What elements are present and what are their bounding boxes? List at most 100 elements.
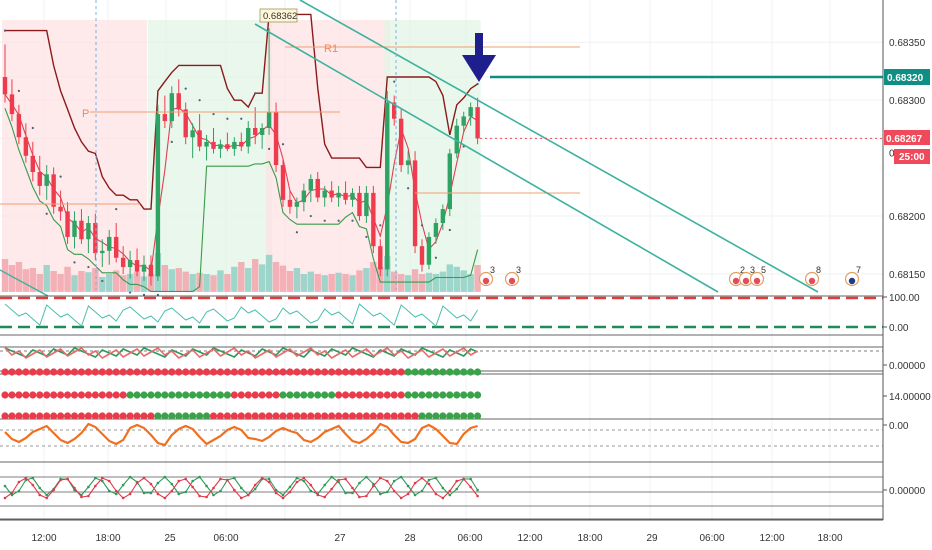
time-tick-label: 18:00	[817, 533, 842, 544]
time-tick-label: 25	[164, 533, 176, 544]
signal-dot	[168, 368, 176, 376]
signal-dot	[133, 412, 141, 420]
countdown-timer-badge: 25:00	[894, 149, 930, 164]
volume-bar	[22, 269, 30, 292]
signal-dot	[341, 412, 350, 420]
signal-dot	[258, 368, 266, 376]
candle	[280, 143, 286, 207]
signal-dot	[112, 391, 120, 399]
candle	[447, 148, 452, 232]
signal-dot	[202, 412, 211, 420]
candle	[246, 121, 251, 154]
candle	[378, 224, 383, 277]
signal-dot	[369, 368, 377, 376]
psar-dot	[212, 112, 215, 116]
candle	[336, 185, 341, 222]
signal-dot	[63, 412, 72, 420]
signal-dot	[404, 391, 412, 399]
signal-dot	[63, 368, 72, 376]
signal-dot	[244, 368, 252, 376]
signal-dot	[1, 412, 9, 420]
volume-bar	[293, 268, 301, 292]
candle	[37, 155, 42, 196]
event-marker-count: 2	[740, 265, 745, 275]
volume-bar	[349, 275, 356, 292]
signal-dot	[8, 391, 16, 399]
candle	[197, 99, 202, 152]
volume-bar	[57, 274, 64, 292]
psar-dot	[337, 219, 340, 222]
signal-dot	[84, 391, 92, 399]
signal-dot	[43, 391, 51, 399]
candle-body	[162, 114, 168, 122]
candle-body	[294, 202, 300, 207]
volume-bar	[78, 271, 85, 292]
volume-bar	[238, 262, 245, 292]
signal-dot	[43, 368, 51, 376]
signal-dot	[57, 368, 65, 376]
signal-dot	[265, 391, 273, 399]
psar-dot	[281, 143, 285, 146]
signal-dot	[98, 368, 106, 376]
candle-body	[176, 93, 181, 110]
psar-dot	[351, 219, 354, 222]
candle-body	[72, 220, 77, 237]
candle	[114, 208, 119, 263]
candle-body	[329, 190, 334, 198]
signal-dot	[460, 368, 468, 376]
psar-dot	[448, 228, 451, 232]
signal-dot	[300, 391, 308, 399]
signal-dot	[112, 412, 120, 420]
signal-dot	[272, 391, 280, 399]
signal-dot	[453, 391, 461, 399]
candle-body	[23, 137, 29, 156]
volume-bar	[432, 274, 440, 292]
volume-bar	[126, 274, 134, 292]
psar-dot	[434, 256, 437, 259]
signal-dot	[182, 412, 190, 420]
candle	[169, 86, 174, 143]
signal-dot	[397, 391, 405, 399]
candle-body	[79, 220, 84, 240]
signal-dot	[300, 368, 308, 376]
candle-body	[211, 141, 216, 149]
signal-dot	[425, 412, 433, 420]
volume-bar	[307, 271, 314, 292]
candle-body	[239, 141, 244, 147]
signal-dot	[258, 412, 266, 420]
signal-dot	[390, 391, 398, 399]
signal-dot	[453, 368, 461, 376]
candle-body	[357, 192, 362, 217]
signal-dot	[119, 368, 127, 376]
candle-body	[9, 94, 15, 115]
candle-body	[134, 260, 140, 272]
candle-body	[190, 130, 195, 138]
level-badge-bg	[884, 69, 930, 85]
candle	[419, 224, 425, 272]
signal-dot	[265, 412, 273, 420]
signal-dot	[216, 391, 225, 399]
candle-body	[100, 250, 105, 254]
signal-dot	[439, 368, 447, 376]
signal-dot	[29, 412, 37, 420]
signal-dot	[355, 412, 364, 420]
signal-dot	[279, 368, 287, 376]
signal-dot	[168, 391, 176, 399]
signal-dot	[91, 391, 99, 399]
event-marker-dot	[808, 277, 816, 285]
signal-dot	[223, 412, 231, 420]
psar-dot	[254, 92, 257, 95]
event-marker-count: 3	[490, 265, 495, 275]
candle	[79, 209, 84, 244]
signal-dot	[293, 391, 301, 399]
signal-dot	[314, 368, 322, 376]
signal-dot	[230, 412, 238, 420]
high-price-text: 0.68362	[263, 11, 297, 22]
signal-dot	[57, 391, 65, 399]
price-tick-label: 0.68200	[889, 212, 926, 223]
volume-bar	[404, 275, 412, 292]
candles	[2, 28, 480, 296]
signal-dot	[474, 412, 482, 420]
signal-dot	[84, 368, 92, 376]
